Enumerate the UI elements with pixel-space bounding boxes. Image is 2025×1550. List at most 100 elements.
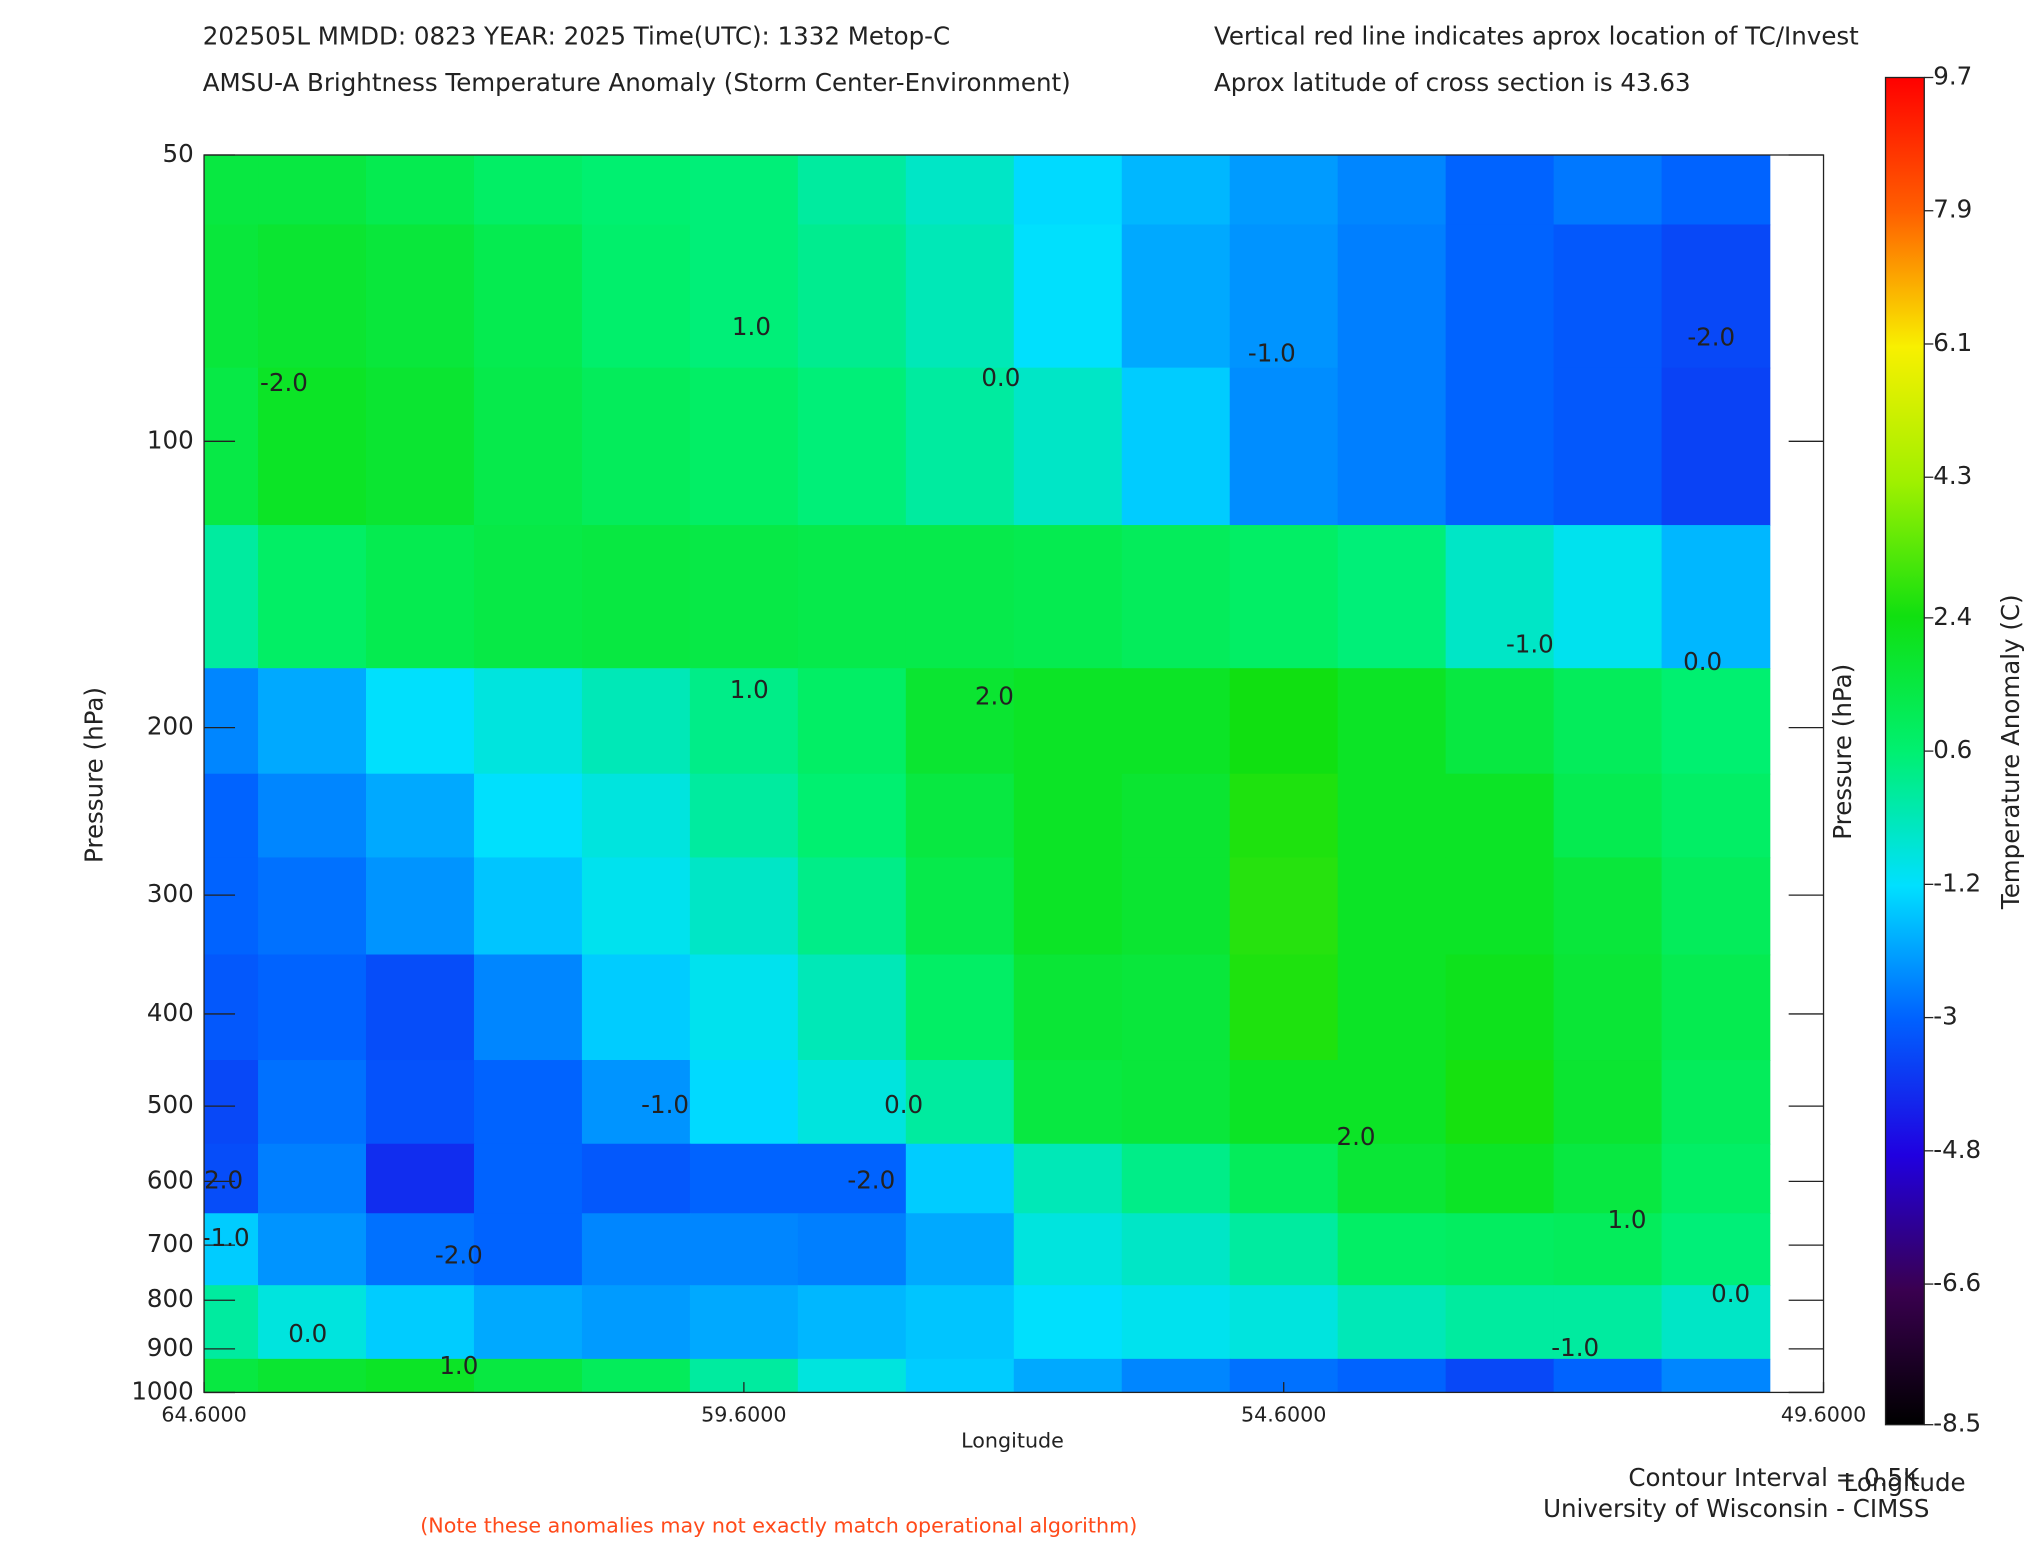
cell [1121, 773, 1231, 859]
cell [797, 857, 907, 956]
cell [204, 1358, 259, 1393]
cell [581, 1358, 691, 1393]
cell [473, 1143, 583, 1215]
credit: University of Wisconsin - CIMSS [1543, 1494, 1929, 1523]
colorbar-label: Temperature Anomaly (C) [1996, 594, 2025, 910]
note-right: Vertical red line indicates aprox locati… [1214, 21, 1859, 50]
cell [365, 367, 475, 526]
contour-label: 1.0 [439, 1351, 478, 1380]
cell [1661, 857, 1771, 956]
cell [258, 1285, 367, 1360]
colorbar-tick-label: 9.7 [1933, 61, 1972, 90]
cell [204, 1285, 259, 1360]
cell [1337, 668, 1447, 775]
cell [797, 367, 907, 526]
cell [1337, 773, 1447, 859]
cell [1337, 367, 1447, 526]
cell [473, 367, 583, 526]
cell [365, 525, 475, 669]
contour-label: -1.0 [641, 1090, 689, 1119]
cell [1445, 1358, 1555, 1393]
cell [1661, 1143, 1771, 1215]
cell [473, 1285, 583, 1360]
cell [473, 954, 583, 1061]
y-tick-label: 500 [147, 1090, 194, 1119]
cell [1553, 1285, 1663, 1360]
contour-field: -2.0 1.0 0.0 -1.0 -2.0 1.0 2.0 -1.0 0.0 -1.0 0.0 2.… [202, 155, 1771, 1393]
contour-label: 2.0 [975, 682, 1014, 711]
cell [689, 1143, 799, 1215]
cell [1661, 224, 1771, 369]
cell [1121, 155, 1231, 226]
note-right: Aprox latitude of cross section is 43.63 [1214, 68, 1691, 97]
cell [689, 1285, 799, 1360]
cell [1013, 668, 1123, 775]
cell [204, 1213, 259, 1286]
contour-label: -1.0 [202, 1223, 250, 1252]
cell [1121, 668, 1231, 775]
contour-label: -2.0 [847, 1165, 895, 1194]
contour-label: 0.0 [288, 1319, 327, 1348]
cell [258, 155, 367, 226]
cell [365, 1358, 475, 1393]
cell [905, 224, 1015, 369]
cell [797, 224, 907, 369]
cell [1013, 1285, 1123, 1360]
cell [473, 1213, 583, 1286]
cell [1337, 1285, 1447, 1360]
cell [1121, 1143, 1231, 1215]
cell [1553, 1358, 1663, 1393]
cell [581, 224, 691, 369]
y-tick-label: 50 [163, 139, 194, 168]
colorbar-tick-label: -4.8 [1933, 1135, 1981, 1164]
cell [689, 525, 799, 669]
colorbar-tick-label: -3 [1933, 1002, 1957, 1031]
cell [473, 1060, 583, 1145]
cell [473, 668, 583, 775]
cell [581, 1285, 691, 1360]
cell [1445, 1213, 1555, 1286]
colorbar-tick-label: 4.3 [1933, 461, 1972, 490]
cell [581, 954, 691, 1061]
cell [797, 773, 907, 859]
cell [1661, 668, 1771, 775]
cell [365, 1143, 475, 1215]
cell [1121, 1358, 1231, 1393]
cell [905, 1060, 1015, 1145]
cell [473, 224, 583, 369]
cell [1661, 954, 1771, 1061]
cell [581, 668, 691, 775]
cell [581, 525, 691, 669]
cell [365, 1060, 475, 1145]
cell [1661, 367, 1771, 526]
cell [1337, 1143, 1447, 1215]
cell [258, 1060, 367, 1145]
cell [1121, 367, 1231, 526]
contour-label: -2.0 [260, 368, 308, 397]
cell [1337, 525, 1447, 669]
cell [1229, 857, 1339, 956]
cell [365, 1213, 475, 1286]
cell [1229, 773, 1339, 859]
cell [1121, 1285, 1231, 1360]
cell [1229, 224, 1339, 369]
cell [1445, 1285, 1555, 1360]
cell [258, 773, 367, 859]
y-tick-label: 1000 [131, 1376, 193, 1405]
colorbar-tick-label: 7.9 [1933, 195, 1972, 224]
cell [797, 1213, 907, 1286]
cell [905, 857, 1015, 956]
cell [258, 525, 367, 669]
cell [905, 1143, 1015, 1215]
cell [365, 857, 475, 956]
cell [1229, 1143, 1339, 1215]
footnote: (Note these anomalies may not exactly ma… [420, 1514, 1137, 1538]
cell [1121, 224, 1231, 369]
plot-frame [203, 154, 1825, 1394]
cell [204, 954, 259, 1061]
cell [905, 773, 1015, 859]
cell [1661, 1285, 1771, 1360]
cell [1013, 367, 1123, 526]
y-tick-label: 800 [147, 1284, 194, 1313]
cell [1445, 155, 1555, 226]
